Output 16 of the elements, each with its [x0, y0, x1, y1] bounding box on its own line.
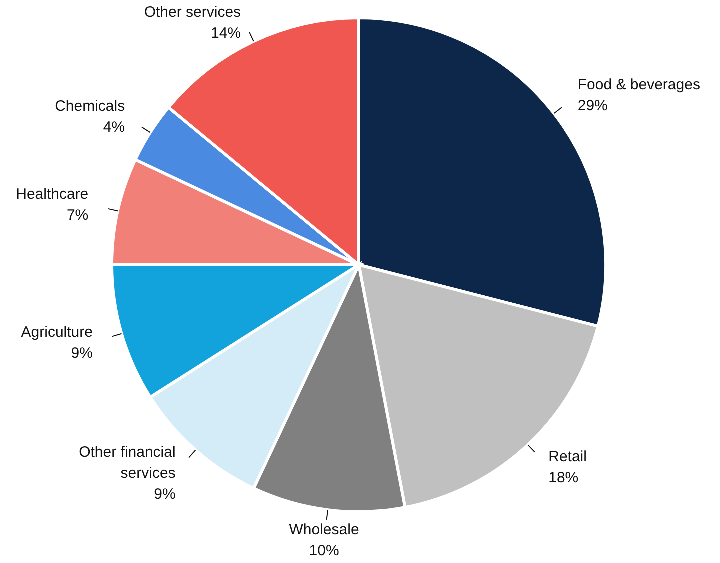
slice-label: Other services: [144, 4, 242, 20]
slice-label: Wholesale: [289, 520, 360, 538]
slice-label: Healthcare: [16, 186, 89, 203]
slice-label: Food & beverages: [578, 76, 700, 94]
data-label: 14%: [211, 24, 242, 42]
data-label: 9%: [71, 344, 93, 362]
data-label: 18%: [548, 468, 579, 486]
data-label: 9%: [154, 485, 176, 502]
data-label: 10%: [309, 542, 340, 559]
slice-label: Agriculture: [21, 323, 93, 340]
data-label: 4%: [103, 118, 126, 136]
slice-label: Chemicals: [55, 98, 126, 115]
slice-label: Retail: [548, 448, 587, 465]
data-label: 7%: [66, 206, 89, 224]
slice-label: Other financial services: [79, 443, 176, 482]
data-label: 29%: [578, 97, 608, 114]
